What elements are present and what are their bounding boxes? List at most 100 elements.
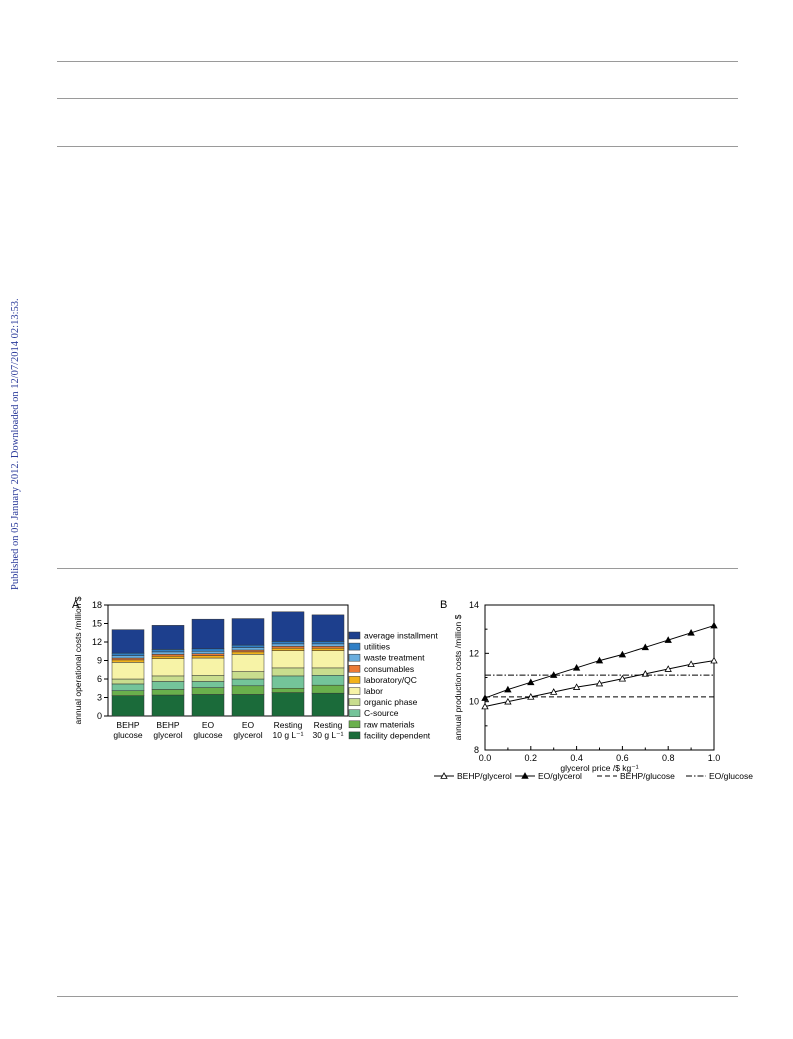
bar-segment-raw-materials	[111, 690, 145, 696]
bar-segment-average-installment	[151, 625, 185, 650]
x-tick-label-b: 0.8	[662, 753, 675, 763]
legend-marker-behp-glycerol	[440, 772, 448, 779]
marker-eo-glycerol	[641, 643, 649, 651]
y-axis-title-a: annual operational costs /million $	[73, 596, 83, 724]
x-tick-label-a: glycerol	[153, 730, 182, 740]
marker-eo-glycerol	[710, 621, 718, 629]
bar-segment-labor	[111, 662, 145, 680]
bar-segment-utilities	[311, 641, 345, 645]
legend-swatch-average-installment	[348, 631, 361, 640]
legend-label-organic-phase: organic phase	[364, 697, 418, 707]
download-sidenote: Published on 05 January 2012. Downloaded…	[0, 0, 24, 600]
bar-segment-labor	[151, 658, 185, 677]
marker-behp-glycerol	[550, 688, 558, 695]
bar-segment-raw-materials	[151, 689, 185, 696]
legend-marker-eo-glycerol	[521, 772, 529, 779]
legend-label-raw-materials: raw materials	[364, 719, 415, 729]
chart-a: A 0 3 6 9 12 15 18 annual operational costs /mil…	[72, 596, 438, 740]
y-tick-label-a: 18	[92, 600, 102, 610]
x-tick-label-b: 0.4	[570, 753, 583, 763]
x-tick-label-b: 0.0	[479, 753, 492, 763]
legend-label-utilities: utilities	[364, 642, 390, 652]
bar-segment-consumables	[151, 654, 185, 657]
legend-label-behp-glycerol: BEHP/glycerol	[457, 771, 512, 781]
bar-segment-laboratory-qc	[151, 655, 185, 659]
marker-eo-glycerol	[481, 694, 489, 701]
plot-frame-b	[484, 604, 715, 751]
y-tick-label-a: 15	[92, 619, 102, 629]
bar-segment-utilities	[231, 644, 265, 648]
bar-segment-facility-dependent	[151, 694, 185, 717]
y-tick-label-b: 14	[469, 600, 479, 610]
bar-segment-c-source	[271, 675, 305, 689]
bar-segment-facility-dependent	[231, 694, 265, 717]
y-tick-label-a: 12	[92, 637, 102, 647]
bar-segment-raw-materials	[271, 688, 305, 693]
bar-segment-raw-materials	[231, 685, 265, 695]
marker-behp-glycerol	[687, 660, 695, 668]
x-tick-label-b: 0.6	[616, 753, 629, 763]
bar-segment-raw-materials	[191, 687, 225, 695]
y-tick-label-b: 8	[474, 745, 479, 755]
bar-segment-organic-phase	[191, 675, 225, 682]
bar-segment-organic-phase	[311, 667, 345, 676]
legend-swatch-consumables	[348, 665, 361, 673]
bar-segment-consumables	[231, 649, 265, 653]
bar-segment-utilities	[151, 649, 185, 653]
marker-eo-glycerol	[572, 664, 581, 671]
bar-segment-utilities	[111, 652, 145, 656]
bar-segment-labor	[191, 657, 225, 676]
legend-label-eo-glycerol: EO/glycerol	[538, 771, 582, 781]
x-tick-label-a: 30 g L⁻¹	[313, 730, 344, 740]
bar-segment-c-source	[151, 681, 185, 690]
bar-segment-c-source	[111, 683, 145, 691]
panel-label-a: A	[72, 599, 80, 611]
bar-segment-facility-dependent	[311, 692, 345, 717]
bar-segment-waste-treatment	[191, 651, 225, 654]
marker-eo-glycerol	[687, 628, 695, 636]
x-tick-label-b: 1.0	[708, 753, 721, 763]
bar-segment-average-installment	[271, 611, 305, 642]
x-axis-title-b: glycerol price /$ kg⁻¹	[560, 763, 638, 773]
bar-segment-utilities	[191, 648, 225, 652]
legend-swatch-laboratory-qc	[348, 676, 361, 684]
legend-label-consumables: consumables	[364, 664, 414, 674]
bar-segment-c-source	[191, 681, 225, 688]
marker-behp-glycerol	[481, 702, 489, 710]
bar-segment-laboratory-qc	[191, 655, 225, 659]
bar-segment-waste-treatment	[151, 651, 185, 655]
bar-segment-laboratory-qc	[231, 651, 265, 655]
marker-eo-glycerol	[595, 656, 604, 664]
figure-top-rule	[57, 568, 738, 569]
x-tick-label-a: Resting	[274, 720, 303, 730]
bar-segment-raw-materials	[311, 684, 345, 694]
header-rule-3	[57, 146, 738, 147]
y-tick-label-a: 3	[97, 693, 102, 703]
legend-label-behp-glucose: BEHP/glucose	[620, 771, 675, 781]
marker-eo-glycerol	[664, 636, 672, 643]
x-tick-label-a: EO	[242, 720, 255, 730]
marker-eo-glycerol	[504, 685, 512, 693]
marker-behp-glycerol	[572, 683, 581, 690]
legend-swatch-facility-dependent	[348, 731, 361, 740]
bar-segment-laboratory-qc	[271, 647, 305, 651]
legend-swatch-raw-materials	[348, 720, 361, 729]
x-tick-label-a: glycerol	[233, 730, 262, 740]
bar-segment-facility-dependent	[191, 694, 225, 717]
bar-segment-average-installment	[231, 618, 265, 646]
legend-label-laboratory-qc: laboratory/QC	[364, 675, 417, 685]
bar-segment-c-source	[231, 678, 265, 687]
download-sidenote-text[interactable]: Published on 05 January 2012. Downloaded…	[10, 298, 21, 590]
legend-swatch-waste-treatment	[348, 653, 361, 662]
bar-segment-consumables	[111, 657, 145, 661]
bar-segment-average-installment	[191, 618, 225, 650]
bar-segment-waste-treatment	[231, 647, 265, 651]
legend-swatch-c-source	[348, 709, 361, 717]
x-tick-label-a: BEHP	[116, 720, 139, 730]
legend-swatch-organic-phase	[348, 698, 361, 706]
y-tick-label-b: 12	[469, 648, 479, 658]
marker-eo-glycerol	[618, 650, 627, 658]
x-tick-label-a: Resting	[314, 720, 343, 730]
y-tick-label-a: 0	[97, 711, 102, 721]
legend-label-c-source: C-source	[364, 708, 399, 718]
